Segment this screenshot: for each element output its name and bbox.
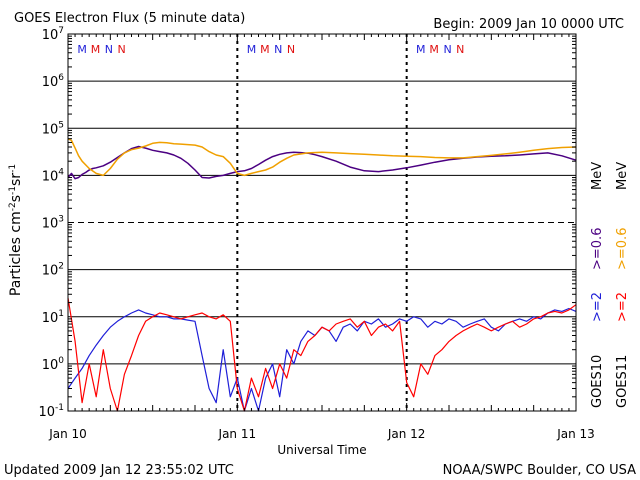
legend-unit-2: MeV	[615, 162, 630, 190]
y-tick-label: 104	[42, 167, 65, 184]
y-axis-label: Particles cm-2s-1sr-1	[8, 164, 24, 296]
series-line-1	[67, 138, 577, 177]
legend-goes10-ge2: >=2	[590, 292, 605, 322]
y-tick-label: 105	[42, 120, 64, 137]
mn-marker: N	[118, 43, 126, 56]
mn-marker: M	[416, 43, 426, 56]
legend-goes11: GOES11	[615, 355, 630, 408]
mn-marker: N	[287, 43, 295, 56]
mn-marker: M	[247, 43, 257, 56]
y-tick-label: 102	[42, 262, 64, 279]
x-tick-label: Jan 12	[387, 427, 426, 441]
legend-goes11-ge06: >=0.6	[615, 228, 630, 270]
mn-marker: M	[260, 43, 270, 56]
x-tick-label: Jan 10	[48, 427, 87, 441]
y-tick-label: 100	[42, 356, 65, 373]
x-axis-label: Universal Time	[277, 443, 366, 457]
mn-marker: M	[429, 43, 439, 56]
y-tick-label: 10-1	[38, 403, 64, 420]
updated-timestamp: Updated 2009 Jan 12 23:55:02 UTC	[4, 463, 234, 478]
x-axis-ticks	[67, 34, 577, 411]
chart-title: GOES Electron Flux (5 minute data)	[14, 11, 245, 26]
y-axis-label-text: Particles cm-2s-1sr-1	[8, 164, 24, 296]
mn-marker: N	[274, 43, 282, 56]
mn-marker: N	[105, 43, 113, 56]
credit-label: NOAA/SWPC Boulder, CO USA	[443, 463, 636, 478]
y-axis-ticks	[68, 35, 576, 398]
legend: GOES10 >=2 >=0.6 MeV GOES11 >=2 >=0.6 Me…	[590, 162, 630, 408]
y-axis-tick-labels: 10-1 100 101 102 103 104 105 106 107	[38, 26, 64, 420]
legend-goes10: GOES10	[590, 355, 605, 408]
mn-marker: N	[456, 43, 464, 56]
mn-marker: M	[91, 43, 101, 56]
x-tick-label: Jan 11	[218, 427, 257, 441]
legend-goes10-ge06: >=0.6	[590, 228, 605, 270]
legend-unit-1: MeV	[590, 162, 605, 190]
x-tick-label: Jan 13	[556, 427, 595, 441]
legend-goes11-ge2: >=2	[615, 292, 630, 322]
y-tick-label: 107	[42, 26, 64, 43]
mn-marker: N	[443, 43, 451, 56]
series-line-3	[67, 297, 577, 412]
y-tick-label: 106	[42, 73, 65, 90]
series-line-0	[67, 145, 577, 180]
y-tick-label: 103	[42, 215, 64, 232]
mn-marker: M	[77, 43, 87, 56]
begin-time-label: Begin: 2009 Jan 10 0000 UTC	[433, 17, 624, 32]
data-series	[67, 138, 577, 412]
x-axis-tick-labels: Jan 10 Jan 11 Jan 12 Jan 13	[48, 427, 595, 441]
y-tick-label: 101	[42, 309, 64, 326]
